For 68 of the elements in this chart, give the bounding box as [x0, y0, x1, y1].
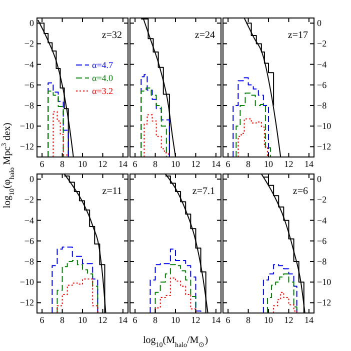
- y-tick-label: −2: [24, 38, 34, 49]
- y-tick-label: −4: [317, 215, 328, 226]
- y-tick-label: −10: [20, 121, 34, 132]
- x-tick-label: 14: [304, 159, 314, 169]
- y-tick-label: −12: [20, 142, 34, 152]
- x-tick-label: 14: [118, 315, 128, 325]
- x-tick-label: 8: [246, 315, 252, 325]
- y-tick-label: −4: [317, 59, 328, 70]
- text: z=32: [102, 30, 122, 41]
- y-tick-label: −8: [24, 100, 34, 111]
- x-tick-label: 6: [40, 315, 45, 325]
- x-tick-label: 12: [284, 159, 294, 169]
- x-tick-label: 10: [264, 159, 274, 169]
- y-tick-label: 0: [30, 174, 34, 184]
- x-tick-label: 8: [246, 159, 252, 169]
- y-tick-label: −12: [20, 298, 34, 308]
- y-tick-label: −2: [317, 194, 327, 205]
- x-tick-label: 6: [132, 315, 138, 325]
- legend-label: α=4.0: [92, 73, 114, 83]
- x-tick-label: 8: [153, 159, 158, 169]
- x-tick-label: 8: [153, 315, 158, 325]
- y-tick-label: −6: [24, 236, 34, 246]
- y-tick-label: −4: [24, 59, 34, 70]
- x-axis-title: log$_{10}$(M$_{halo}$/M$_{⊙}$): [142, 335, 208, 349]
- x-tick-label: 10: [78, 315, 88, 325]
- y-tick-label: −2: [24, 194, 34, 205]
- y-tick-label: −12: [317, 142, 332, 152]
- x-tick-label: 14: [211, 159, 221, 169]
- x-tick-label: 6: [40, 159, 45, 169]
- y-tick-label: −2: [317, 38, 327, 49]
- text: z=11: [102, 186, 122, 197]
- y-tick-label: −8: [24, 256, 34, 267]
- text: z=7.1: [192, 186, 215, 197]
- legend-label: α=4.7: [92, 60, 114, 70]
- y-tick-label: −12: [317, 298, 332, 308]
- x-tick-label: 12: [284, 315, 294, 325]
- y-tick-label: −10: [20, 277, 34, 288]
- x-tick-label: 14: [304, 315, 314, 325]
- legend-label: α=3.2: [92, 86, 114, 96]
- x-tick-label: 12: [98, 159, 108, 169]
- text: z=6: [292, 186, 308, 197]
- x-tick-label: 10: [264, 315, 274, 325]
- x-tick-label: 6: [132, 159, 138, 169]
- y-tick-label: −6: [24, 80, 34, 90]
- text: z=24: [194, 30, 215, 41]
- y-tick-label: 0: [30, 18, 34, 28]
- x-tick-label: 12: [191, 159, 200, 169]
- y-tick-label: −8: [317, 256, 328, 267]
- y-tick-label: −10: [317, 277, 332, 288]
- x-tick-label: 8: [60, 159, 66, 169]
- y-tick-label: −6: [317, 236, 328, 246]
- x-tick-label: 14: [211, 315, 221, 325]
- x-tick-label: 12: [98, 315, 108, 325]
- x-tick-label: 12: [191, 315, 200, 325]
- x-tick-label: 6: [226, 159, 231, 169]
- x-tick-label: 8: [60, 315, 66, 325]
- x-tick-label: 10: [171, 159, 180, 169]
- x-tick-label: 10: [171, 315, 180, 325]
- y-tick-label: −8: [317, 100, 328, 111]
- x-tick-label: 6: [226, 315, 231, 325]
- y-tick-label: −10: [317, 121, 332, 132]
- x-tick-label: 10: [78, 159, 88, 169]
- y-tick-label: 0: [317, 18, 322, 28]
- y-tick-label: 0: [317, 174, 322, 184]
- text: z=17: [288, 30, 308, 41]
- y-tick-label: −6: [317, 80, 328, 90]
- y-tick-label: −4: [24, 215, 34, 226]
- x-tick-label: 14: [118, 159, 128, 169]
